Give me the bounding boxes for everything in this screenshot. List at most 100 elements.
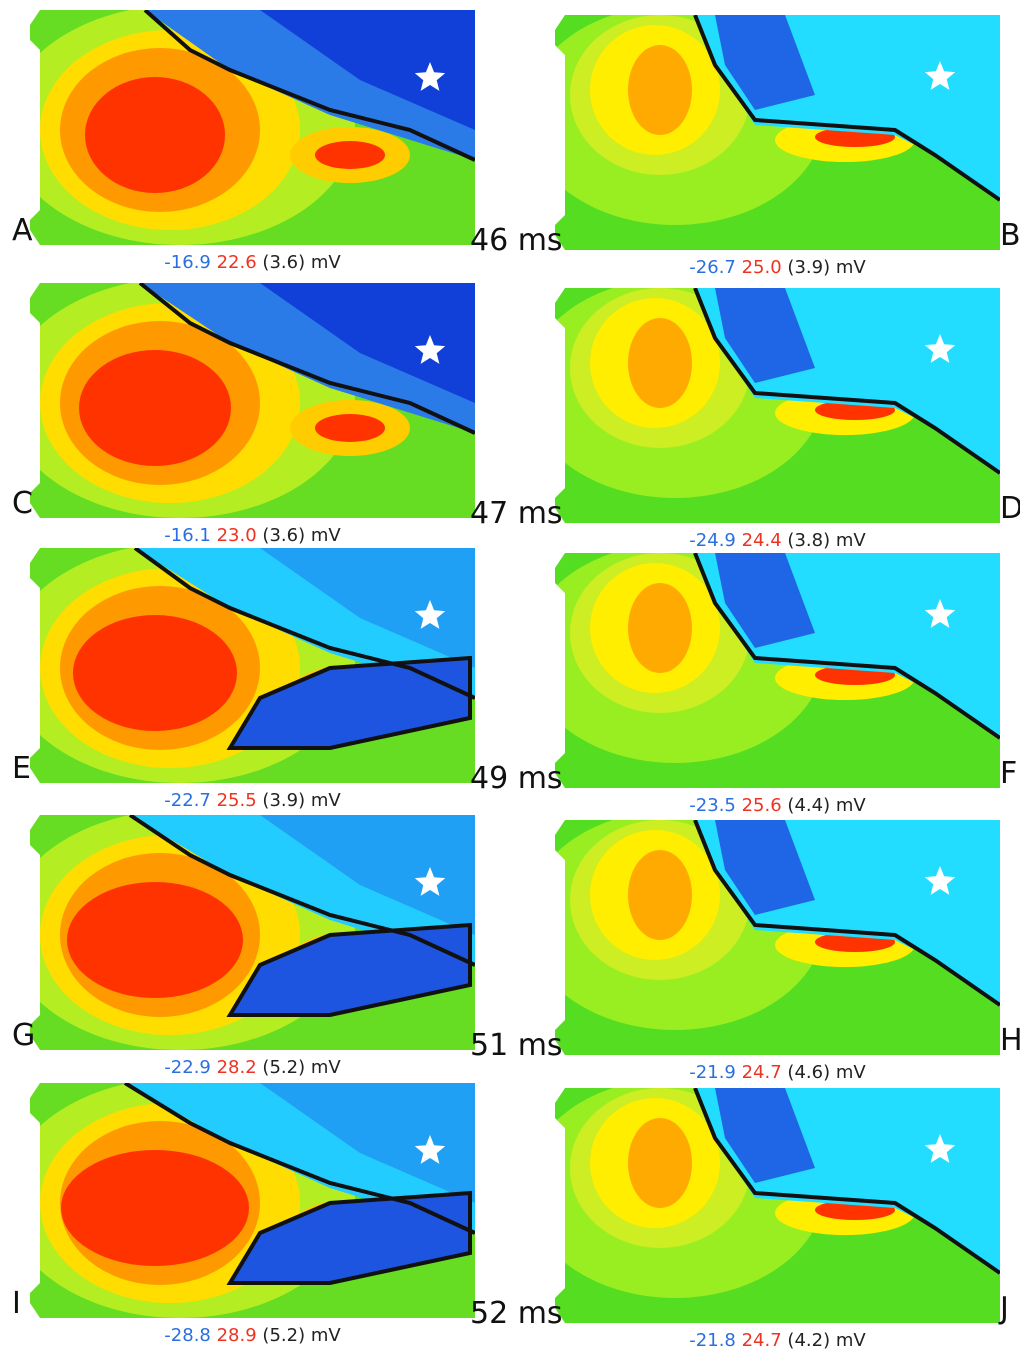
potential-map — [30, 10, 475, 245]
reading-min: -24.9 — [689, 530, 736, 551]
front-line — [226, 1190, 472, 1285]
potential-map — [30, 283, 475, 518]
contour — [628, 583, 692, 673]
contour — [79, 350, 231, 466]
map-panel — [555, 553, 1000, 788]
reading-min: -22.9 — [164, 1057, 211, 1078]
voltage-reading: -24.9 24.4 (3.8) mV — [689, 530, 866, 551]
contour — [628, 850, 692, 940]
negative-region — [230, 658, 470, 748]
voltage-reading: -22.7 25.5 (3.9) mV — [164, 790, 341, 811]
map-panel — [30, 1083, 475, 1318]
reading-spread: (3.6) — [262, 252, 305, 273]
contour — [628, 45, 692, 135]
contour — [61, 1150, 249, 1266]
reading-max: 24.7 — [742, 1062, 782, 1083]
reading-max: 28.2 — [217, 1057, 257, 1078]
star-marker — [414, 62, 446, 91]
map-panel — [30, 548, 475, 783]
panel-letter: E — [12, 751, 31, 786]
reading-max: 25.0 — [742, 257, 782, 278]
star-marker — [924, 334, 956, 363]
front-line — [693, 15, 1000, 202]
map-panel — [30, 10, 475, 245]
reading-spread: (3.9) — [262, 790, 305, 811]
front-line — [693, 553, 1000, 740]
voltage-reading: -21.8 24.7 (4.2) mV — [689, 1330, 866, 1351]
reading-min: -22.7 — [164, 790, 211, 811]
star-marker — [924, 61, 956, 90]
potential-map — [555, 553, 1000, 788]
map-panel — [555, 820, 1000, 1055]
reading-max: 23.0 — [217, 525, 257, 546]
star-marker — [414, 1135, 446, 1164]
star-marker — [414, 600, 446, 629]
star-marker — [414, 335, 446, 364]
panel-letter: B — [1000, 218, 1020, 253]
front-line — [693, 288, 1000, 475]
reading-spread: (3.6) — [262, 525, 305, 546]
negative-core — [260, 283, 475, 403]
voltage-reading: -21.9 24.7 (4.6) mV — [689, 1062, 866, 1083]
voltage-reading: -23.5 25.6 (4.4) mV — [689, 795, 866, 816]
reading-spread: (4.4) — [787, 795, 830, 816]
reading-min: -21.9 — [689, 1062, 736, 1083]
panel-letter: D — [1000, 491, 1020, 526]
front-line — [123, 1083, 475, 1235]
contour — [628, 1118, 692, 1208]
contour — [73, 615, 237, 731]
contour — [85, 77, 225, 193]
negative-core — [715, 15, 815, 110]
reading-unit: mV — [836, 795, 867, 816]
voltage-reading: -16.9 22.6 (3.6) mV — [164, 252, 341, 273]
reading-max: 28.9 — [217, 1325, 257, 1346]
contour — [67, 882, 243, 998]
panel-letter: F — [1000, 756, 1017, 791]
reading-min: -21.8 — [689, 1330, 736, 1351]
negative-core — [260, 548, 475, 668]
front-line — [138, 283, 475, 435]
reading-spread: (3.8) — [787, 530, 830, 551]
panel-letter: A — [12, 213, 33, 248]
map-panel — [555, 1088, 1000, 1323]
star-marker — [924, 599, 956, 628]
star-marker — [414, 867, 446, 896]
voltage-reading: -22.9 28.2 (5.2) mV — [164, 1057, 341, 1078]
voltage-reading: -26.7 25.0 (3.9) mV — [689, 257, 866, 278]
voltage-reading: -28.8 28.9 (5.2) mV — [164, 1325, 341, 1346]
negative-core — [715, 553, 815, 648]
potential-map — [555, 1088, 1000, 1323]
map-panel — [30, 283, 475, 518]
negative-core — [260, 815, 475, 935]
panel-letter: J — [998, 1291, 1009, 1326]
reading-unit: mV — [836, 257, 867, 278]
contour — [315, 141, 385, 169]
contour — [628, 318, 692, 408]
reading-spread: (5.2) — [262, 1057, 305, 1078]
negative-region — [230, 925, 470, 1015]
negative-core — [260, 10, 475, 130]
reading-unit: mV — [311, 252, 342, 273]
reading-max: 25.6 — [742, 795, 782, 816]
time-label: 52 ms — [470, 1296, 563, 1331]
panel-letter: H — [1000, 1023, 1020, 1058]
panel-letter: G — [12, 1018, 35, 1053]
negative-core — [715, 820, 815, 915]
reading-spread: (4.2) — [787, 1330, 830, 1351]
reading-max: 24.4 — [742, 530, 782, 551]
potential-map — [30, 815, 475, 1050]
reading-max: 22.6 — [217, 252, 257, 273]
potential-map — [555, 288, 1000, 523]
negative-core — [715, 1088, 815, 1183]
map-panel — [555, 288, 1000, 523]
reading-spread: (3.9) — [787, 257, 830, 278]
reading-max: 24.7 — [742, 1330, 782, 1351]
time-label: 51 ms — [470, 1028, 563, 1063]
reading-unit: mV — [311, 790, 342, 811]
front-line — [226, 922, 472, 1017]
negative-core — [260, 1083, 475, 1203]
reading-spread: (4.6) — [787, 1062, 830, 1083]
reading-min: -23.5 — [689, 795, 736, 816]
front-line — [693, 1088, 1000, 1275]
